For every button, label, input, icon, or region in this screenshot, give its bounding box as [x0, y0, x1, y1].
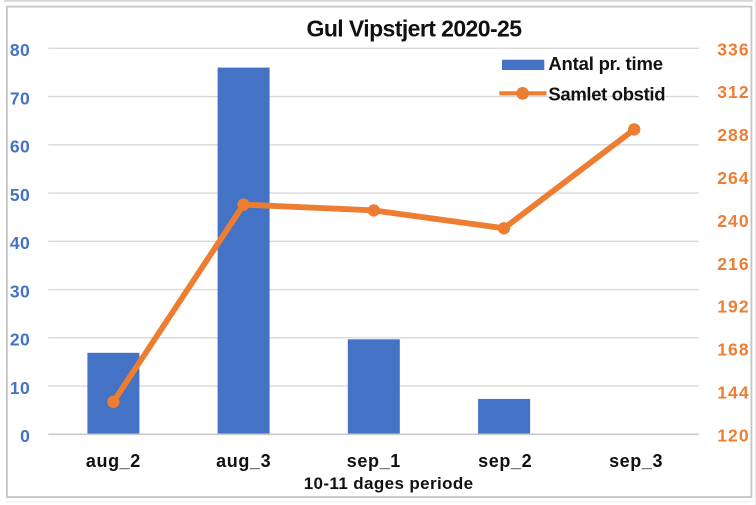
svg-text:144: 144: [717, 383, 750, 403]
svg-text:336: 336: [717, 39, 750, 59]
svg-text:264: 264: [717, 168, 750, 188]
svg-text:60: 60: [10, 137, 30, 157]
svg-text:50: 50: [10, 185, 30, 205]
svg-text:aug_2: aug_2: [86, 451, 141, 471]
svg-text:80: 80: [10, 40, 30, 60]
svg-text:Samlet obstid: Samlet obstid: [548, 83, 665, 104]
svg-text:sep_3: sep_3: [609, 451, 663, 471]
svg-text:10-11 dages periode: 10-11 dages periode: [304, 474, 474, 493]
svg-text:0: 0: [20, 426, 30, 446]
svg-text:192: 192: [717, 297, 750, 317]
svg-text:10: 10: [10, 378, 30, 398]
svg-text:aug_3: aug_3: [216, 451, 271, 471]
svg-text:sep_2: sep_2: [478, 451, 532, 471]
svg-text:Gul Vipstjert 2020-25: Gul Vipstjert 2020-25: [307, 15, 523, 41]
svg-text:20: 20: [10, 330, 30, 350]
svg-text:168: 168: [717, 340, 750, 360]
svg-text:288: 288: [717, 125, 750, 145]
svg-text:30: 30: [10, 281, 30, 301]
svg-text:216: 216: [717, 254, 750, 274]
svg-text:sep_1: sep_1: [347, 451, 401, 471]
svg-text:40: 40: [10, 233, 30, 253]
svg-text:312: 312: [717, 82, 750, 102]
svg-text:Antal pr. time: Antal pr. time: [548, 53, 662, 74]
svg-text:240: 240: [717, 211, 750, 231]
svg-text:70: 70: [10, 88, 30, 108]
svg-text:120: 120: [717, 425, 750, 445]
